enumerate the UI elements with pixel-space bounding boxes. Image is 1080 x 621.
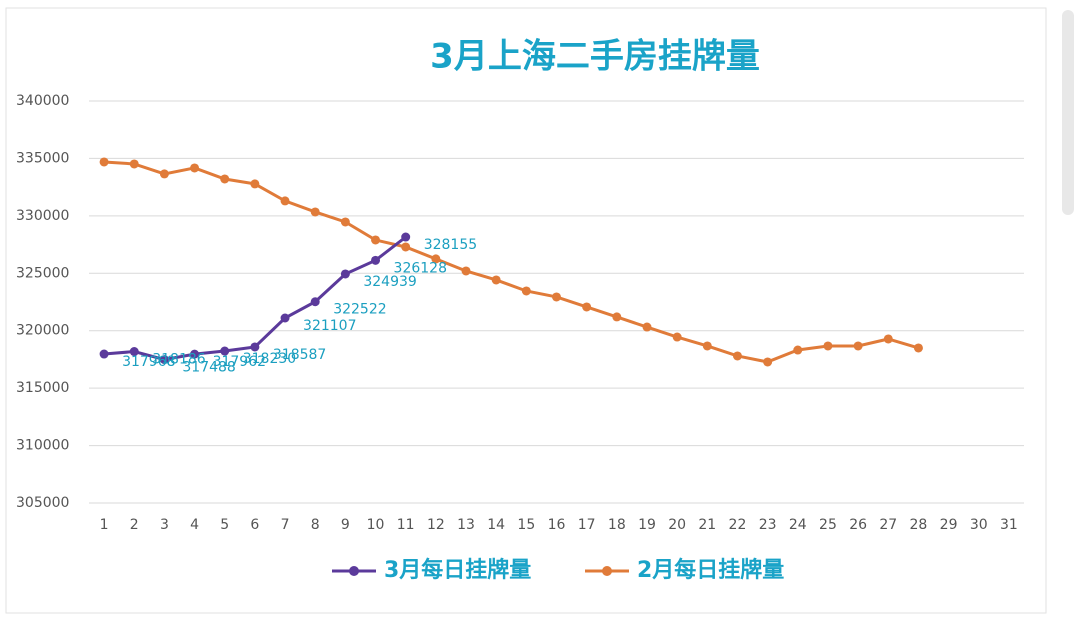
x-tick-label: 17 — [578, 517, 596, 533]
x-tick-label: 14 — [487, 517, 505, 533]
x-tick-label: 22 — [729, 517, 747, 533]
data-point — [371, 235, 381, 245]
x-tick-label: 26 — [849, 517, 867, 533]
data-point — [823, 341, 833, 351]
y-tick-label: 310000 — [16, 438, 69, 454]
data-point — [159, 355, 169, 365]
legend-label: 3月每日挂牌量 — [384, 557, 531, 583]
x-tick-label: 10 — [367, 517, 385, 533]
data-point — [99, 157, 109, 167]
x-tick-label: 3 — [160, 517, 169, 533]
data-point — [793, 345, 803, 355]
y-tick-label: 320000 — [16, 323, 69, 339]
data-point — [250, 179, 260, 189]
chart-frame — [5, 7, 1047, 614]
x-tick-label: 15 — [517, 517, 535, 533]
data-point — [159, 169, 169, 179]
data-point — [672, 332, 682, 342]
chart-title: 3月上海二手房挂牌量 — [430, 37, 760, 77]
data-point — [461, 266, 471, 276]
data-point — [642, 322, 652, 332]
data-label: 321107 — [303, 318, 356, 334]
data-point — [521, 286, 531, 296]
x-tick-label: 29 — [940, 517, 958, 533]
x-tick-label: 18 — [608, 517, 626, 533]
data-label: 322522 — [333, 302, 386, 318]
y-tick-label: 305000 — [16, 495, 69, 511]
data-point — [763, 357, 773, 367]
x-tick-label: 5 — [220, 517, 229, 533]
data-point — [431, 254, 441, 264]
data-label: 318587 — [273, 347, 326, 363]
data-point — [190, 349, 200, 359]
y-tick-label: 335000 — [16, 150, 69, 166]
x-tick-label: 7 — [281, 517, 290, 533]
data-point — [280, 196, 290, 206]
y-tick-label: 325000 — [16, 265, 69, 281]
x-tick-label: 6 — [250, 517, 259, 533]
data-point — [853, 341, 863, 351]
data-point — [612, 312, 622, 322]
legend-marker — [349, 566, 359, 576]
data-point — [401, 232, 411, 242]
data-label: 317488 — [182, 360, 235, 376]
x-tick-label: 21 — [698, 517, 716, 533]
data-point — [913, 343, 923, 353]
data-point — [220, 174, 230, 184]
data-point — [883, 334, 893, 344]
x-tick-label: 25 — [819, 517, 837, 533]
x-tick-label: 2 — [130, 517, 139, 533]
x-tick-label: 20 — [668, 517, 686, 533]
data-point — [190, 163, 200, 173]
data-point — [250, 342, 260, 352]
scrollbar[interactable] — [1062, 10, 1074, 215]
data-label: 326128 — [394, 260, 447, 276]
data-point — [552, 292, 561, 302]
x-tick-label: 4 — [190, 517, 199, 533]
x-tick-label: 31 — [1000, 517, 1018, 533]
x-tick-label: 28 — [910, 517, 928, 533]
data-point — [340, 269, 350, 279]
data-point — [129, 159, 139, 169]
x-tick-label: 9 — [341, 517, 350, 533]
data-point — [99, 349, 109, 359]
y-tick-label: 330000 — [16, 208, 69, 224]
x-tick-label: 1 — [100, 517, 109, 533]
x-tick-label: 8 — [311, 517, 320, 533]
x-tick-label: 27 — [879, 517, 897, 533]
x-tick-label: 13 — [457, 517, 475, 533]
data-point — [310, 297, 320, 307]
data-label: 318230 — [243, 351, 296, 367]
x-tick-label: 12 — [427, 517, 445, 533]
x-tick-label: 30 — [970, 517, 988, 533]
data-label: 317968 — [122, 354, 175, 370]
x-tick-label: 11 — [397, 517, 415, 533]
data-label: 324939 — [363, 274, 416, 290]
x-tick-label: 19 — [638, 517, 656, 533]
y-tick-label: 315000 — [16, 380, 69, 396]
data-point — [371, 255, 381, 265]
data-label: 328155 — [424, 237, 477, 253]
legend-marker — [602, 566, 612, 576]
data-point — [491, 275, 501, 285]
series-line — [103, 160, 919, 364]
legend-label: 2月每日挂牌量 — [637, 557, 784, 583]
data-point — [732, 351, 742, 361]
x-tick-label: 23 — [759, 517, 777, 533]
x-tick-label: 24 — [789, 517, 807, 533]
data-point — [401, 242, 411, 252]
data-label: 317962 — [213, 354, 266, 370]
data-point — [220, 346, 230, 356]
data-point — [310, 207, 320, 217]
x-tick-label: 16 — [548, 517, 566, 533]
data-point — [129, 347, 139, 357]
y-tick-label: 340000 — [16, 93, 69, 109]
data-point — [280, 313, 290, 323]
data-point — [340, 217, 350, 227]
data-point — [582, 302, 592, 312]
data-label: 318186 — [152, 352, 206, 368]
data-point — [702, 341, 712, 351]
